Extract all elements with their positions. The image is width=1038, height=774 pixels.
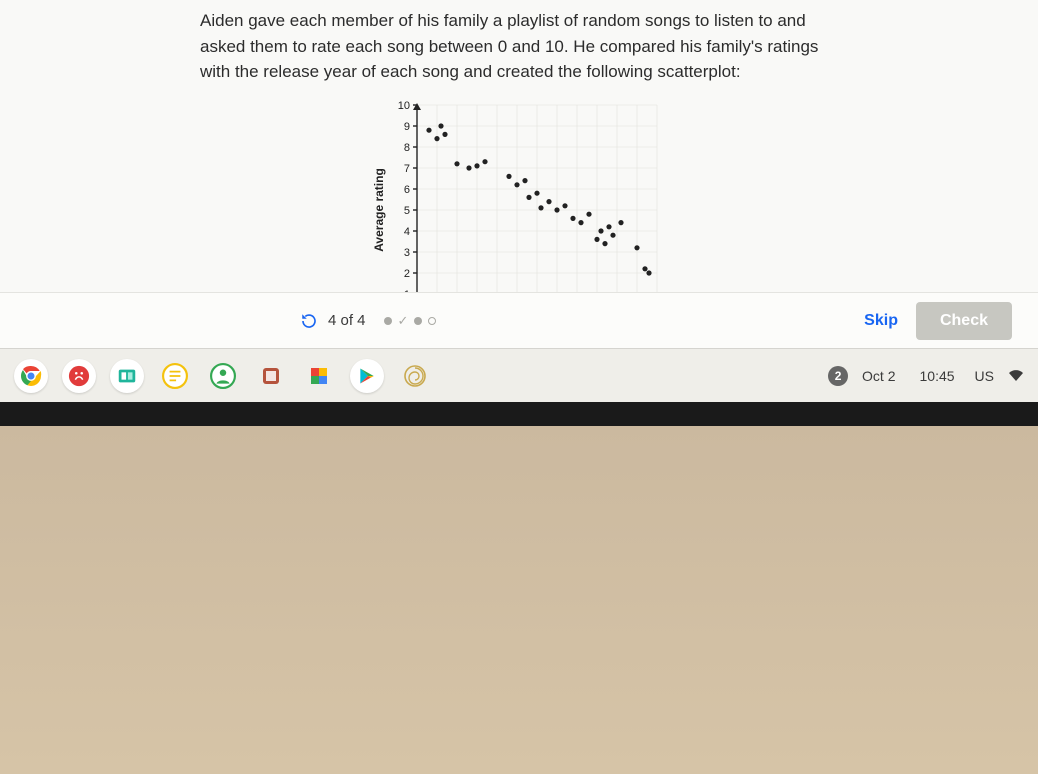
progress-dots: ✓ xyxy=(384,317,437,325)
refresh-icon[interactable] xyxy=(300,312,318,330)
progress-dot-icon xyxy=(384,317,392,325)
app-yellow-icon[interactable] xyxy=(158,359,192,393)
svg-text:4: 4 xyxy=(404,226,410,238)
svg-text:8: 8 xyxy=(404,142,410,154)
svg-text:Average rating: Average rating xyxy=(372,168,386,252)
app-green-icon[interactable] xyxy=(206,359,240,393)
progress-dot-icon xyxy=(414,317,422,325)
svg-text:2: 2 xyxy=(404,268,410,280)
app-spiral-icon[interactable] xyxy=(398,359,432,393)
notification-badge[interactable]: 2 xyxy=(828,366,848,386)
taskbar-time[interactable]: 10:45 xyxy=(920,368,955,384)
svg-text:9: 9 xyxy=(404,121,410,133)
svg-text:7: 7 xyxy=(404,163,410,175)
laptop-bezel xyxy=(0,402,1038,426)
progress-counter: 4 of 4 xyxy=(328,312,366,329)
svg-text:3: 3 xyxy=(404,247,410,259)
desk-surface xyxy=(0,426,1038,774)
exercise-footer: 4 of 4 ✓ Skip Check xyxy=(0,292,1038,348)
app-brown-icon[interactable] xyxy=(254,359,288,393)
svg-text:6: 6 xyxy=(404,184,410,196)
wifi-icon[interactable] xyxy=(1008,368,1024,384)
taskbar-date[interactable]: Oct 2 xyxy=(862,368,895,384)
app-rainbow-icon[interactable] xyxy=(302,359,336,393)
problem-text: Aiden gave each member of his family a p… xyxy=(200,0,838,85)
app-teal-icon[interactable] xyxy=(110,359,144,393)
progress-check-icon: ✓ xyxy=(398,317,409,325)
problem-panel: Aiden gave each member of his family a p… xyxy=(0,0,1038,348)
app-red-icon[interactable] xyxy=(62,359,96,393)
chrome-icon[interactable] xyxy=(14,359,48,393)
taskbar-locale[interactable]: US xyxy=(975,368,994,384)
svg-text:5: 5 xyxy=(404,205,410,217)
check-button[interactable]: Check xyxy=(916,302,1012,340)
svg-text:10: 10 xyxy=(398,100,410,112)
skip-button[interactable]: Skip xyxy=(864,312,898,330)
progress-dot-open-icon xyxy=(428,317,436,325)
play-store-icon[interactable] xyxy=(350,359,384,393)
taskbar: 2 Oct 2 10:45 US xyxy=(0,348,1038,402)
